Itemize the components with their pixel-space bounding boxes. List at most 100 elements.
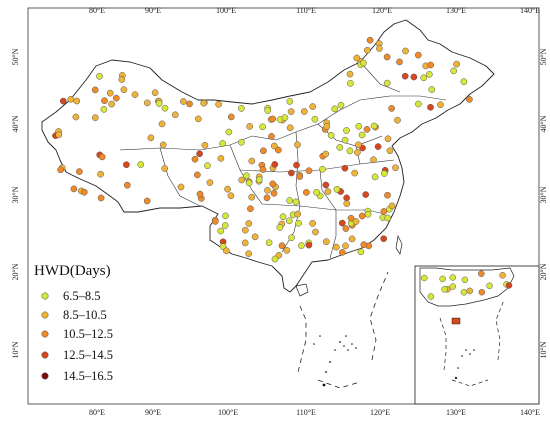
station-point-85 [341, 136, 349, 144]
legend-swatch-3 [41, 330, 49, 338]
station-point-36 [219, 140, 226, 147]
station-point-128 [293, 161, 300, 169]
station-point-138 [248, 193, 256, 201]
station-point-103 [420, 74, 428, 82]
station-point-8 [59, 97, 67, 105]
station-point-237 [298, 242, 305, 249]
station-point-185 [371, 173, 379, 181]
legend-swatch-4 [41, 351, 49, 359]
legend-label-4: 12.5–14.5 [63, 348, 113, 362]
station-point-104 [402, 47, 409, 55]
station-point-95 [323, 123, 331, 130]
station-point-78 [337, 101, 345, 109]
station-point-153 [333, 185, 341, 193]
station-point-163 [322, 181, 330, 189]
station-point-132 [324, 188, 332, 195]
station-point-120 [353, 54, 361, 62]
station-point-65 [245, 179, 253, 187]
station-point-236 [384, 214, 392, 222]
station-point-93 [286, 124, 294, 132]
station-point-88 [281, 114, 289, 121]
station-point-45 [158, 120, 166, 128]
station-point-229 [322, 238, 330, 246]
station-point-3 [91, 86, 99, 94]
right-tick-50n: 50°N [539, 48, 548, 65]
station-points [52, 36, 473, 263]
station-point-238 [338, 219, 346, 227]
left-tick-labels: 50°N 40°N 30°N 20°N 10°N [11, 48, 20, 358]
station-point-109 [347, 80, 354, 87]
inset-station-point-6 [421, 274, 428, 282]
legend-label-2: 8.5–10.5 [63, 308, 107, 322]
station-point-205 [288, 234, 295, 242]
south-sea-boundary [297, 271, 389, 389]
station-point-219 [380, 235, 388, 243]
station-point-22 [97, 170, 104, 178]
top-tick-100e: 100°E [216, 6, 236, 15]
station-point-113 [466, 96, 473, 103]
taiwan-island [395, 234, 403, 255]
station-point-105 [383, 53, 391, 61]
station-point-82 [287, 108, 295, 115]
station-point-54 [159, 141, 167, 149]
station-point-127 [427, 61, 434, 69]
station-point-10 [120, 86, 128, 94]
legend-swatch-1 [41, 292, 49, 300]
station-point-26 [123, 181, 131, 189]
station-point-239 [364, 210, 372, 218]
station-point-145 [305, 167, 313, 175]
station-point-35 [70, 185, 78, 193]
legend-label-5: 14.5–16.5 [63, 369, 113, 383]
station-point-190 [241, 239, 249, 247]
station-point-169 [362, 191, 370, 198]
station-point-214 [348, 235, 356, 243]
station-point-228 [347, 214, 355, 222]
station-point-42 [171, 111, 179, 119]
station-point-76 [286, 98, 294, 105]
station-point-124 [360, 59, 367, 67]
station-point-210 [241, 226, 249, 234]
bottom-tick-80e: 80°E [89, 408, 105, 417]
station-point-164 [343, 200, 351, 207]
station-point-118 [428, 86, 436, 93]
station-point-70 [177, 183, 185, 191]
station-point-43 [161, 104, 169, 112]
station-point-232 [352, 218, 360, 225]
left-tick-10n: 10°N [11, 341, 20, 358]
inset-station-point-3 [466, 287, 474, 295]
station-point-5 [72, 113, 80, 121]
legend-swatch-5 [41, 372, 49, 380]
station-point-34 [137, 161, 145, 168]
inset-station-point-13 [449, 283, 457, 290]
station-point-220 [357, 248, 365, 256]
station-point-181 [355, 122, 363, 130]
legend-label-1: 6.5–8.5 [63, 289, 101, 303]
station-point-60 [196, 150, 203, 158]
station-point-21 [101, 97, 108, 105]
station-point-44 [215, 100, 222, 108]
station-point-224 [309, 220, 316, 227]
station-point-182 [351, 169, 359, 177]
station-point-50 [155, 100, 163, 107]
station-point-115 [383, 79, 391, 87]
station-point-173 [384, 191, 391, 199]
left-tick-40n: 40°N [11, 115, 20, 132]
station-point-111 [427, 103, 434, 111]
right-tick-40n: 40°N [539, 115, 548, 132]
station-point-53 [246, 123, 254, 130]
station-point-107 [425, 71, 433, 78]
station-point-231 [332, 243, 340, 251]
top-tick-90e: 90°E [145, 6, 161, 15]
legend-item-2: 8.5–10.5 [41, 308, 107, 322]
station-point-174 [380, 170, 388, 177]
station-point-168 [394, 116, 401, 124]
station-point-209 [211, 218, 219, 225]
station-point-198 [279, 213, 287, 221]
station-point-134 [322, 150, 330, 158]
station-point-123 [363, 46, 371, 54]
station-point-37 [238, 105, 245, 112]
right-tick-labels: 50°N 40°N 30°N 20°N 10°N [539, 48, 548, 358]
station-point-25 [143, 197, 151, 205]
inset-islands [454, 349, 475, 380]
station-point-140 [343, 194, 350, 202]
